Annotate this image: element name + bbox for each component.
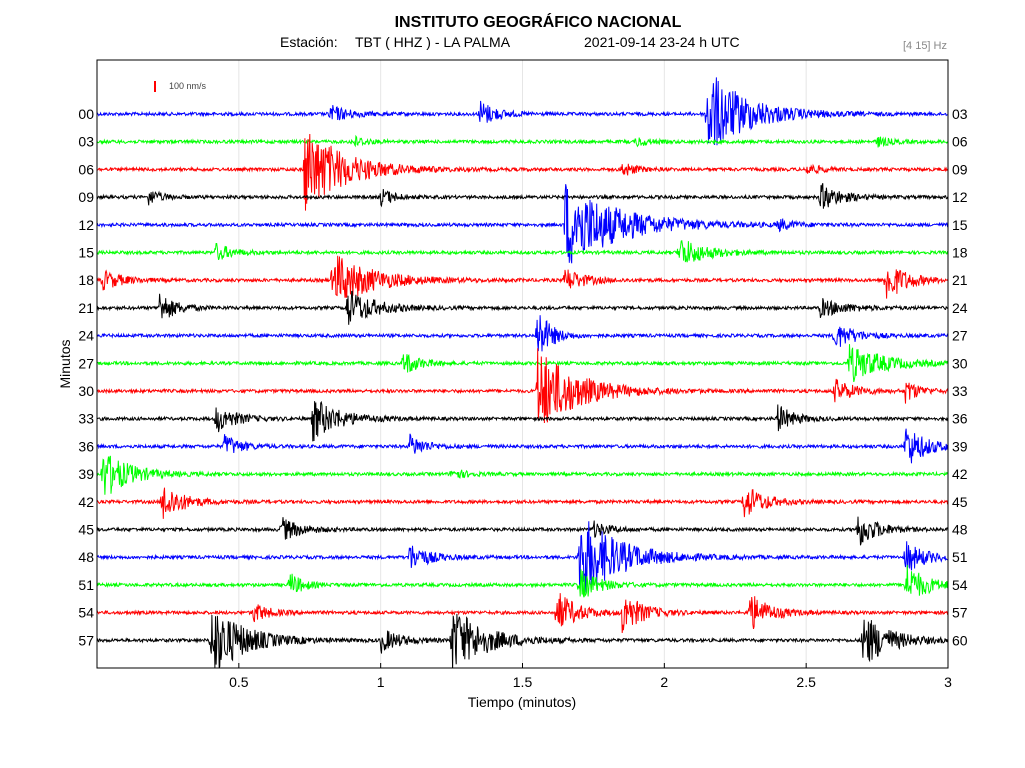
x-tick-label-5: 3: [944, 674, 952, 690]
scale-label: 100 nm/s: [169, 81, 207, 91]
trace-33: [97, 400, 948, 442]
right-label-18: 57: [952, 605, 968, 621]
left-label-14: 42: [78, 494, 94, 510]
x-axis-ticks: 0.5 1 1.5 2 2.5 3: [229, 663, 952, 690]
left-label-9: 27: [78, 355, 94, 371]
x-tick-label-3: 2: [660, 674, 668, 690]
right-label-10: 33: [952, 383, 968, 399]
trace-group: [97, 77, 948, 668]
right-label-7: 24: [952, 300, 968, 316]
trace-15: [97, 240, 948, 263]
right-label-12: 39: [952, 438, 968, 454]
left-label-5: 15: [78, 245, 94, 261]
left-label-19: 57: [78, 632, 94, 648]
right-label-15: 48: [952, 522, 968, 538]
trace-51: [97, 564, 948, 598]
left-label-17: 51: [78, 577, 94, 593]
left-label-12: 36: [78, 438, 94, 454]
left-label-13: 39: [78, 466, 94, 482]
x-axis-label: Tiempo (minutos): [468, 694, 576, 710]
left-label-7: 21: [78, 300, 94, 316]
left-label-10: 30: [78, 383, 94, 399]
left-label-3: 09: [78, 189, 94, 205]
trace-27: [97, 344, 948, 383]
right-label-17: 54: [952, 577, 968, 593]
trace-00: [97, 77, 948, 146]
y-axis-label: Minutos: [57, 339, 73, 388]
trace-54: [97, 593, 948, 634]
trace-03: [97, 134, 948, 148]
right-label-3: 12: [952, 189, 968, 205]
right-label-9: 30: [952, 355, 968, 371]
left-label-11: 33: [78, 411, 94, 427]
x-tick-label-0: 0.5: [229, 674, 249, 690]
left-label-18: 54: [78, 605, 94, 621]
left-label-6: 18: [78, 272, 94, 288]
left-label-1: 03: [78, 134, 94, 150]
filter-band: [4 15] Hz: [903, 40, 947, 52]
left-minute-labels: 00 03 06 09 12 15 18 21 24 27 30 33 36 39 42 45 48 51 54 57: [78, 106, 94, 648]
right-label-19: 60: [952, 632, 968, 648]
trace-21: [97, 290, 948, 325]
trace-42: [97, 487, 948, 519]
trace-57: [97, 613, 948, 668]
right-label-0: 03: [952, 106, 968, 122]
right-label-4: 15: [952, 217, 968, 233]
x-tick-label-4: 2.5: [796, 674, 816, 690]
x-tick-label-1: 1: [377, 674, 385, 690]
trace-24: [97, 315, 948, 352]
trace-12: [97, 184, 948, 264]
trace-18: [97, 255, 948, 299]
trace-39: [97, 455, 948, 495]
right-label-6: 21: [952, 272, 968, 288]
right-label-2: 09: [952, 161, 968, 177]
chart-title: INSTITUTO GEOGRÁFICO NACIONAL: [395, 12, 682, 31]
left-label-4: 12: [78, 217, 94, 233]
right-label-13: 42: [952, 466, 968, 482]
trace-30: [97, 348, 948, 424]
right-label-8: 27: [952, 328, 968, 344]
right-label-16: 51: [952, 549, 968, 565]
left-label-16: 48: [78, 549, 94, 565]
trace-09: [97, 183, 948, 209]
right-label-1: 06: [952, 134, 968, 150]
station-name: TBT ( HHZ ) - LA PALMA: [355, 34, 511, 50]
x-tick-label-2: 1.5: [513, 674, 533, 690]
right-minute-labels: 03 06 09 12 15 18 21 24 27 30 33 36 39 42 45 48 51 54 57 60: [952, 106, 968, 648]
trace-45: [97, 516, 948, 546]
left-label-2: 06: [78, 161, 94, 177]
right-label-14: 45: [952, 494, 968, 510]
left-label-8: 24: [78, 328, 94, 344]
date-time: 2021-09-14 23-24 h UTC: [584, 34, 740, 50]
left-label-0: 00: [78, 106, 94, 122]
trace-36: [97, 428, 948, 464]
trace-48: [97, 521, 948, 593]
left-label-15: 45: [78, 522, 94, 538]
right-label-5: 18: [952, 245, 968, 261]
trace-06: [97, 133, 948, 211]
station-label: Estación:: [280, 34, 338, 50]
right-label-11: 36: [952, 411, 968, 427]
